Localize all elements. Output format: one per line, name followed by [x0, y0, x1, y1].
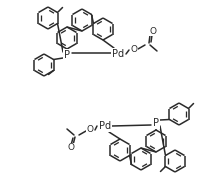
- Text: O: O: [87, 125, 93, 134]
- Text: P: P: [153, 118, 159, 128]
- Text: Pd: Pd: [112, 49, 124, 59]
- Text: O: O: [68, 144, 74, 153]
- Text: Pd: Pd: [99, 121, 111, 131]
- Text: P: P: [64, 50, 70, 60]
- Text: O: O: [130, 45, 138, 54]
- Text: O: O: [149, 26, 157, 35]
